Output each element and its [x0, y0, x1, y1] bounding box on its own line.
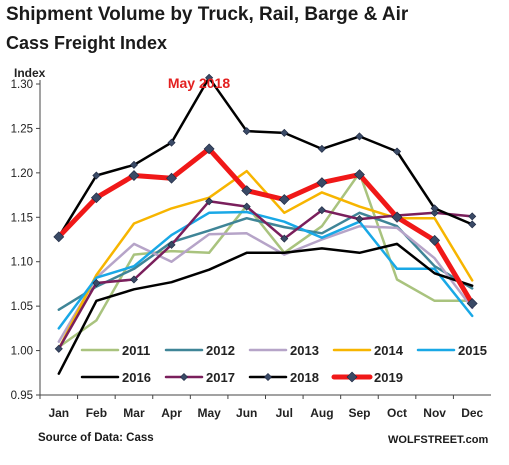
legend-marker-2018 — [263, 372, 273, 382]
x-tick-label: Jan — [48, 406, 69, 420]
data-point-2018 — [280, 128, 289, 137]
series-line-2016 — [57, 242, 474, 375]
series-line-2014 — [57, 169, 474, 351]
data-point-2017 — [129, 275, 138, 284]
legend-marker-2019 — [346, 371, 358, 383]
y-tick-label: 1.30 — [11, 79, 33, 91]
legend-label-2017: 2017 — [206, 370, 235, 385]
series-line-2017 — [57, 200, 474, 351]
y-tick-label: 1.05 — [11, 301, 33, 313]
data-point-2019 — [316, 177, 328, 189]
data-point-2018 — [205, 73, 214, 82]
y-tick-label: 1.10 — [11, 257, 33, 269]
data-point-2018 — [242, 127, 251, 136]
legend-label-2015: 2015 — [458, 343, 487, 358]
x-tick-label: Jun — [236, 406, 257, 420]
legend-label-2014: 2014 — [374, 343, 404, 358]
legend-label-2016: 2016 — [122, 370, 151, 385]
legend-label-2019: 2019 — [374, 370, 403, 385]
peak-annotation: May 2018 — [168, 75, 230, 91]
y-tick-label: 0.95 — [11, 390, 33, 402]
data-point-2017 — [280, 234, 289, 243]
x-tick-label: Jul — [276, 406, 293, 420]
data-point-2019 — [429, 234, 441, 246]
site-credit: WOLFSTREET.com — [388, 434, 489, 446]
y-tick-label: 1.20 — [11, 168, 33, 180]
data-point-2017 — [468, 212, 477, 221]
y-tick-label: 1.00 — [11, 346, 33, 358]
data-point-2018 — [355, 132, 364, 141]
data-point-2017 — [92, 279, 101, 288]
data-point-2019 — [203, 143, 215, 155]
x-tick-label: Mar — [123, 406, 145, 420]
x-tick-label: Sep — [348, 406, 370, 420]
series-line-2018 — [57, 76, 474, 239]
x-tick-label: Aug — [310, 406, 333, 420]
data-point-2019 — [391, 211, 403, 223]
data-point-2018 — [393, 147, 402, 156]
legend-label-2013: 2013 — [290, 343, 319, 358]
data-point-2019 — [90, 192, 102, 204]
data-point-2018 — [92, 171, 101, 180]
data-point-2019 — [354, 169, 365, 181]
data-point-2017 — [167, 240, 176, 249]
series-line-2011 — [57, 171, 474, 349]
x-tick-label: Dec — [461, 406, 483, 420]
x-tick-label: Feb — [86, 406, 107, 420]
chart-subtitle: Cass Freight Index — [6, 33, 168, 53]
y-tick-label: 1.25 — [11, 123, 33, 135]
data-point-2017 — [430, 208, 439, 217]
data-point-2018 — [317, 144, 326, 153]
x-tick-label: Oct — [387, 406, 407, 420]
y-axis-label: Index — [14, 66, 46, 80]
x-tick-label: Nov — [423, 406, 446, 420]
chart-title: Shipment Volume by Truck, Rail, Barge & … — [6, 4, 409, 25]
data-point-2019 — [241, 185, 253, 197]
legend-label-2011: 2011 — [122, 343, 150, 358]
data-point-2019 — [53, 231, 65, 243]
data-point-2019 — [466, 298, 478, 309]
series-line-2013 — [57, 224, 474, 343]
series-line-2015 — [57, 210, 474, 330]
series-line-2019 — [56, 146, 475, 306]
data-point-2019 — [166, 172, 177, 184]
data-point-2017 — [205, 197, 214, 206]
x-tick-label: May — [197, 406, 221, 420]
data-point-2017 — [355, 215, 364, 224]
data-point-2018 — [468, 220, 477, 229]
legend-marker-2017 — [179, 372, 189, 382]
y-tick-label: 1.15 — [11, 212, 33, 224]
legend-label-2012: 2012 — [206, 343, 235, 358]
x-tick-label: Apr — [161, 406, 182, 420]
data-point-2017 — [317, 206, 326, 215]
data-point-2017 — [242, 202, 251, 211]
data-point-2018 — [167, 138, 176, 147]
data-point-2018 — [129, 160, 138, 169]
data-point-2019 — [278, 194, 290, 205]
legend-label-2018: 2018 — [290, 370, 319, 385]
data-point-2018 — [430, 204, 439, 213]
data-point-2017 — [54, 344, 63, 353]
source-note: Source of Data: Cass — [38, 432, 154, 444]
data-point-2019 — [128, 170, 140, 181]
